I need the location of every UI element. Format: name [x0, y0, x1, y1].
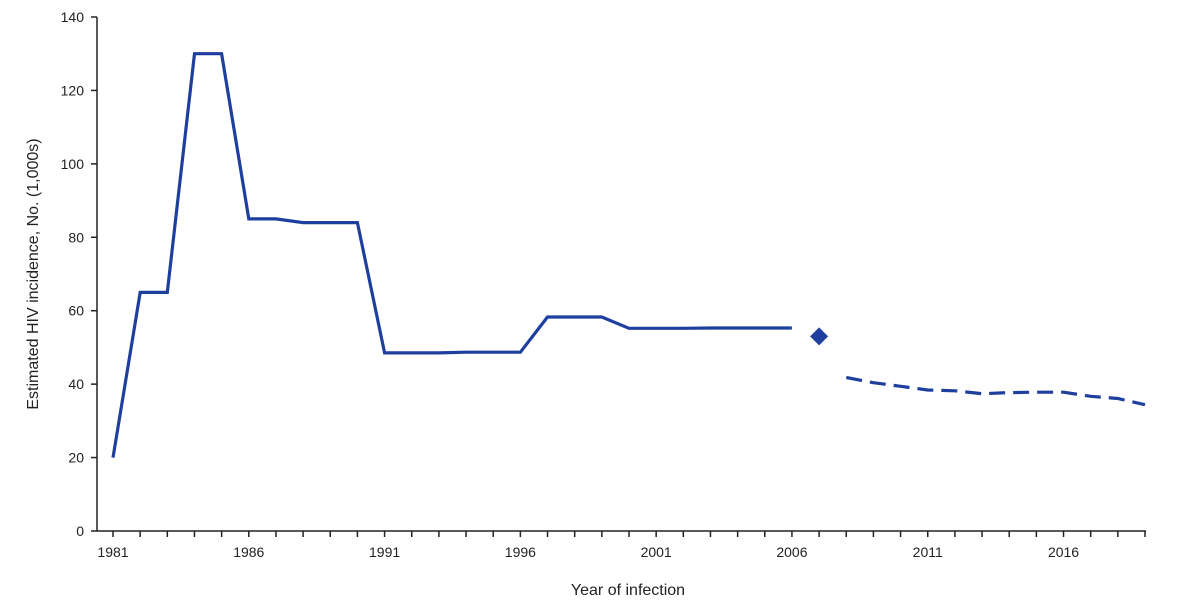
x-tick-label: 2001 [641, 544, 672, 560]
y-tick-label: 140 [61, 9, 85, 25]
x-tick-label: 1986 [233, 544, 264, 560]
series-layer [111, 52, 1146, 458]
y-axis-title: Estimated HIV incidence, No. (1,000s) [25, 138, 42, 409]
x-ticks: 1981 1986 1991 1996 2001 2006 2011 2016 [97, 531, 1146, 560]
y-tick-label: 40 [68, 376, 84, 392]
x-tick-label: 2016 [1048, 544, 1079, 560]
x-axis-title: Year of infection [571, 582, 685, 599]
estimate-diamond-marker [810, 327, 829, 346]
y-tick-label: 120 [61, 82, 85, 98]
solid-series-line [111, 52, 792, 458]
y-tick-label: 100 [61, 156, 85, 172]
y-tick-label: 20 [68, 450, 84, 466]
x-tick-label: 2006 [776, 544, 807, 560]
x-tick-label: 1996 [505, 544, 536, 560]
x-tick-label: 1981 [97, 544, 128, 560]
axes [96, 17, 1146, 532]
y-tick-label: 60 [68, 303, 84, 319]
y-tick-label: 80 [68, 229, 84, 245]
y-tick-label: 0 [76, 523, 84, 539]
dashed-series-line [845, 375, 1146, 407]
y-ticks: 0 20 40 60 80 100 120 140 [61, 9, 97, 539]
x-tick-label: 2011 [913, 544, 943, 560]
x-tick-label: 1991 [369, 544, 400, 560]
